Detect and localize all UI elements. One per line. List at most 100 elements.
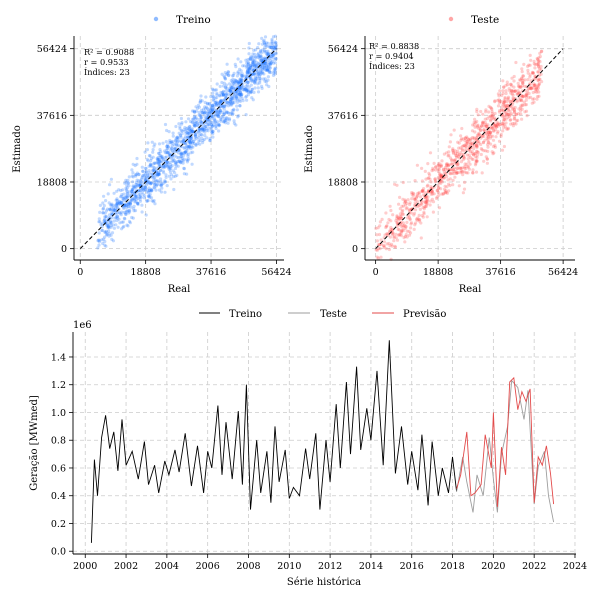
- scatter-point: [198, 98, 203, 102]
- scatter-point: [219, 99, 223, 103]
- legend-previsao-label: Previsão: [403, 309, 446, 320]
- scatter-point: [187, 144, 191, 148]
- scatter-point: [221, 114, 225, 118]
- scatter-point: [253, 75, 257, 79]
- scatter-point: [187, 139, 191, 143]
- scatter-point: [124, 212, 128, 216]
- scatter-point: [266, 75, 270, 79]
- scatter-point: [217, 112, 221, 116]
- scatter-point: [434, 165, 438, 169]
- scatter-point: [490, 111, 494, 115]
- scatter-point: [108, 203, 113, 207]
- scatter-point: [473, 151, 477, 155]
- scatter-point: [493, 145, 497, 149]
- scatter-point: [395, 215, 399, 219]
- scatter-point: [502, 144, 506, 149]
- scatter-point: [534, 87, 538, 91]
- scatter-point: [448, 177, 452, 181]
- scatter-point: [473, 152, 477, 156]
- scatter-point: [140, 187, 144, 191]
- scatter-point: [423, 201, 427, 205]
- scatter-point: [441, 168, 445, 172]
- x-tick-label: 2022: [522, 561, 546, 572]
- scatter-point: [139, 195, 143, 199]
- scatter-point: [180, 132, 184, 136]
- scatter-point: [127, 219, 132, 224]
- scatter-point: [196, 123, 200, 128]
- scatter-point: [379, 255, 383, 259]
- scatter-point: [115, 211, 119, 215]
- scatter-point: [250, 67, 254, 71]
- scatter-point: [489, 106, 493, 110]
- scatter-point: [214, 114, 218, 118]
- scatter-point: [466, 164, 470, 169]
- scatter-point: [203, 105, 207, 109]
- scatter-point: [513, 105, 517, 110]
- scatter-point: [203, 107, 207, 111]
- scatter-point: [503, 95, 507, 100]
- scatter-point: [517, 84, 521, 88]
- scatter-point: [116, 203, 121, 207]
- scatter-point: [411, 194, 415, 198]
- scatter-point: [130, 189, 134, 193]
- scatter-point: [109, 177, 113, 181]
- scatter-point: [263, 68, 267, 72]
- timeseries-xlabel: Série histórica: [287, 577, 361, 588]
- scatter-point: [250, 55, 254, 59]
- scatter-point: [442, 167, 446, 171]
- scatter-point: [102, 194, 106, 198]
- scatter-point: [475, 119, 479, 124]
- scatter-point: [259, 51, 263, 55]
- scatter-point: [437, 206, 442, 210]
- scatter-point: [232, 108, 236, 112]
- scatter-point: [432, 161, 436, 165]
- scatter-point: [236, 115, 240, 119]
- scatter-point: [471, 171, 475, 175]
- scatter-point: [147, 194, 151, 198]
- scatter-point: [165, 128, 169, 133]
- scatter-point: [222, 81, 226, 85]
- scatter-point: [537, 94, 541, 98]
- scatter-point: [159, 190, 163, 194]
- scatter-point: [201, 110, 205, 114]
- scatter-point: [262, 64, 266, 68]
- scatter-point: [436, 167, 440, 171]
- scatter-point: [491, 134, 495, 138]
- scatter-point: [401, 204, 406, 208]
- scatter-point: [452, 166, 456, 170]
- scatter-point: [464, 166, 468, 171]
- scatter-point: [237, 92, 241, 97]
- scatter-point: [140, 175, 144, 180]
- scatter-point: [106, 226, 110, 230]
- scatter-point: [246, 80, 250, 84]
- scatter-point: [114, 223, 118, 227]
- scatter-point: [474, 144, 479, 148]
- scatter-point: [226, 110, 230, 114]
- scatter-point: [163, 180, 167, 184]
- scatter-point: [421, 215, 425, 219]
- scatter-point: [255, 77, 259, 81]
- scatter-point: [120, 227, 124, 231]
- scatter-point: [479, 147, 483, 151]
- scatter-point: [450, 158, 454, 162]
- scatter-point: [170, 144, 174, 148]
- scatter-point: [213, 118, 217, 122]
- scatter-point: [484, 108, 488, 112]
- scatter-point: [195, 123, 199, 127]
- scatter-point: [427, 176, 431, 180]
- scatter-point: [260, 42, 265, 46]
- scatter-point: [261, 57, 265, 61]
- scatter-point: [157, 159, 161, 163]
- scatter-point: [147, 190, 151, 194]
- scatter-point: [486, 140, 490, 144]
- scatter-point: [460, 170, 464, 174]
- scatter-point: [125, 195, 129, 199]
- scatter-point: [512, 74, 516, 79]
- scatter-point: [210, 110, 214, 114]
- scatter-point: [228, 100, 233, 104]
- scatter-point: [218, 123, 222, 127]
- scatter-point: [247, 67, 252, 71]
- scatter-point: [103, 243, 107, 247]
- scatter-point: [225, 92, 229, 96]
